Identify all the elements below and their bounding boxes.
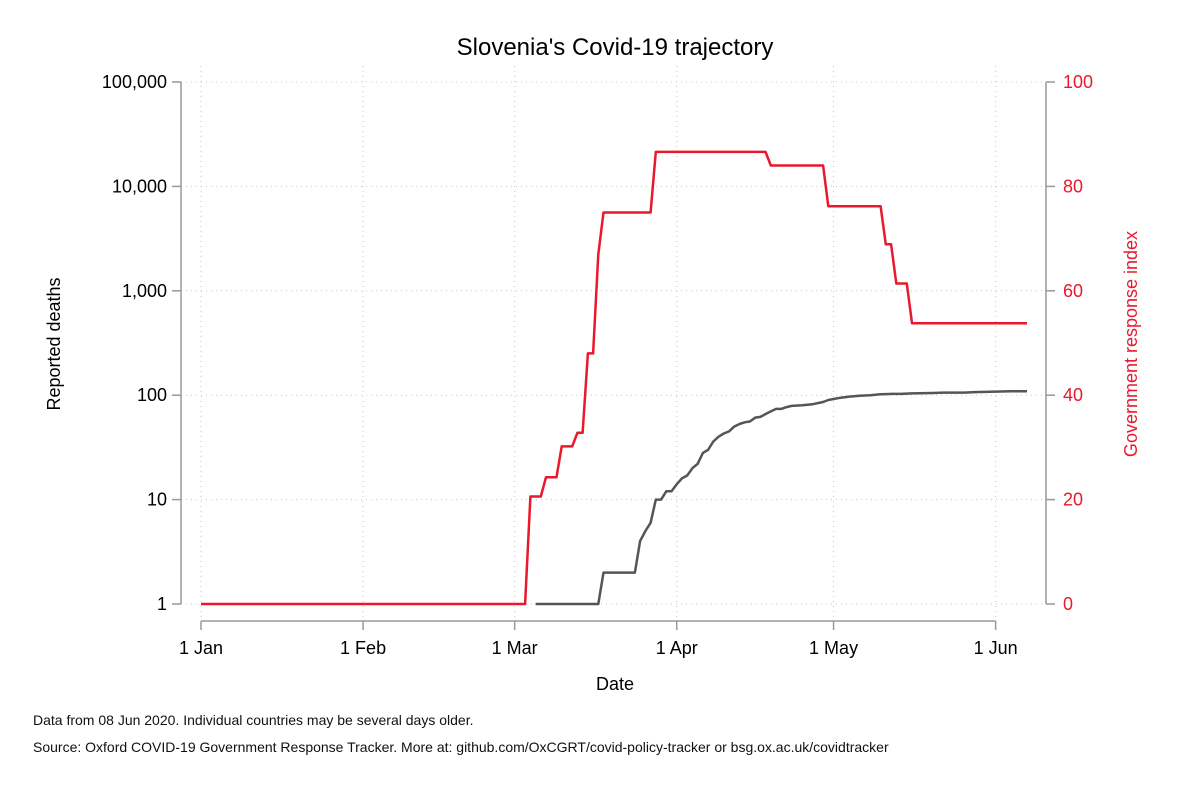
y-right-tick-label: 40 [1063,385,1083,405]
y-left-tick-label: 100 [137,385,167,405]
x-tick-label: 1 Jun [974,638,1018,658]
y-axis-left-label: Reported deaths [44,277,64,410]
y-left-tick-label: 100,000 [102,72,167,92]
y-right-tick-label: 80 [1063,176,1083,196]
y-right-tick-label: 20 [1063,490,1083,510]
x-tick-label: 1 Apr [656,638,698,658]
x-tick-label: 1 Mar [492,638,538,658]
footnote-source: Source: Oxford COVID-19 Government Respo… [33,739,889,755]
reported-deaths-line [535,390,1027,606]
footnote-data-date: Data from 08 Jun 2020. Individual countr… [33,712,474,728]
x-axis-label: Date [596,674,634,694]
x-tick-label: 1 Feb [340,638,386,658]
y-left-tick-label: 1 [157,594,167,614]
axes [172,81,1055,630]
tick-labels: 1 10 100 1,000 10,000 100,000 0 20 40 60 80 100 1 Ja… [102,72,1093,658]
y-left-tick-label: 10,000 [112,176,167,196]
y-right-tick-label: 60 [1063,281,1083,301]
grid-lines [181,66,1046,621]
y-right-tick-label: 0 [1063,594,1073,614]
chart-title: Slovenia's Covid-19 trajectory [457,34,774,61]
series-lines [201,150,1027,606]
chart-figure: Slovenia's Covid-19 trajectory 1 10 100 1,0… [44,34,1141,694]
y-axis-right-label: Government response index [1121,231,1141,457]
x-tick-label: 1 May [809,638,858,658]
y-right-tick-label: 100 [1063,72,1093,92]
y-left-tick-label: 10 [147,490,167,510]
government-response-index-line [201,150,1027,606]
x-tick-label: 1 Jan [179,638,223,658]
y-left-tick-label: 1,000 [122,281,167,301]
